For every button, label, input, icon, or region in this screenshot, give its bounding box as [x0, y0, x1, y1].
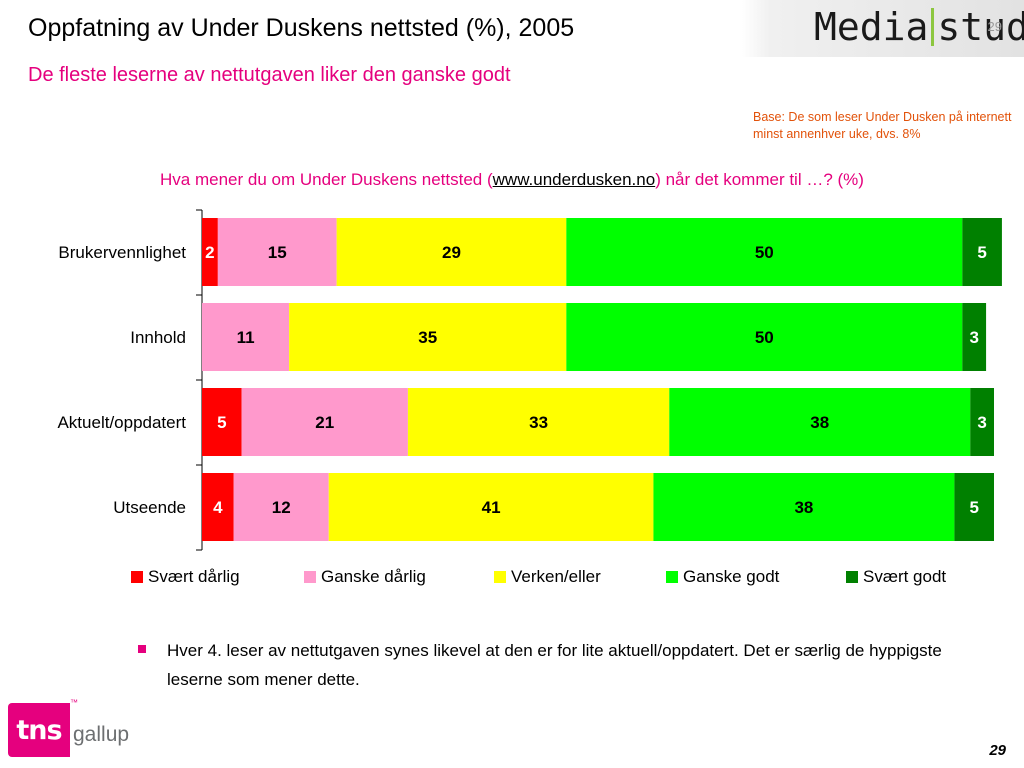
bar-segment	[241, 388, 408, 456]
data-label: 11	[237, 328, 255, 347]
page-subtitle: De fleste leserne av nettutgaven liker d…	[28, 64, 511, 86]
bar-segment	[233, 473, 329, 541]
bar-segment	[970, 388, 994, 456]
bar-segment	[217, 218, 337, 286]
data-label: 15	[268, 243, 287, 262]
legend-label: Svært godt	[863, 567, 947, 586]
legend-label: Svært dårlig	[148, 567, 240, 586]
legend-swatch	[846, 571, 858, 583]
bar-segment	[962, 303, 987, 371]
data-label: 38	[810, 413, 829, 432]
bar-segment	[202, 303, 290, 371]
bullet-text: Hver 4. leser av nettutgaven synes likev…	[167, 641, 942, 689]
legend-swatch	[666, 571, 678, 583]
data-label: 41	[482, 498, 501, 517]
bar-segment	[566, 218, 963, 286]
category-label: Brukervennlighet	[58, 243, 186, 262]
legend-swatch	[494, 571, 506, 583]
mediastud-logo: Media stud 29	[742, 0, 1024, 57]
legend-label: Verken/eller	[511, 567, 601, 586]
data-label: 2	[205, 243, 214, 262]
category-label: Aktuelt/oppdatert	[57, 413, 186, 432]
data-label: 35	[418, 328, 437, 347]
chart-legend: Svært dårlig Ganske dårlig Verken/eller Gan…	[0, 567, 1024, 591]
data-label: 12	[272, 498, 291, 517]
bar-segment	[202, 473, 234, 541]
bar-segment	[954, 473, 994, 541]
data-label: 4	[213, 498, 223, 517]
question-url-link[interactable]: www.underdusken.no	[492, 170, 656, 189]
base-note: Base: De som leser Under Dusken på inter…	[753, 110, 1012, 141]
mediastud-logo-text: Media stud	[814, 5, 1024, 49]
legend-item: Ganske dårlig	[304, 567, 426, 587]
legend-item: Svært godt	[846, 567, 946, 587]
bar-segment	[407, 388, 670, 456]
legend-swatch	[304, 571, 316, 583]
gallup-logo-text: gallup	[73, 723, 130, 746]
bar-segment	[669, 388, 971, 456]
data-label: 5	[217, 413, 226, 432]
bullet-marker	[138, 645, 146, 653]
category-label: Utseende	[113, 498, 186, 517]
data-label: 33	[529, 413, 548, 432]
category-label: Innhold	[130, 328, 186, 347]
bullet-point: Hver 4. leser av nettutgaven synes likev…	[138, 636, 998, 694]
data-label: 3	[969, 328, 978, 347]
logo-corner-number: 29	[987, 19, 1002, 34]
question-prefix: Hva mener du om Under Duskens nettsted (	[160, 170, 493, 189]
data-label: 50	[755, 328, 774, 347]
page-number: 29	[989, 742, 1006, 759]
data-label: 5	[969, 498, 978, 517]
tns-trademark: ™	[70, 698, 78, 707]
bar-segment	[336, 218, 567, 286]
legend-label: Ganske dårlig	[321, 567, 426, 586]
data-label: 38	[794, 498, 813, 517]
bar-segment	[328, 473, 654, 541]
bar-segment	[653, 473, 955, 541]
legend-item: Svært dårlig	[131, 567, 240, 587]
page-title: Oppfatning av Under Duskens nettsted (%)…	[28, 14, 575, 42]
bar-segment	[566, 303, 963, 371]
legend-swatch	[131, 571, 143, 583]
data-label: 21	[315, 413, 334, 432]
chart-question: Hva mener du om Under Duskens nettsted (…	[0, 170, 1024, 190]
data-label: 5	[977, 243, 986, 262]
legend-label: Ganske godt	[683, 567, 780, 586]
bar-segment	[289, 303, 567, 371]
data-label: 50	[755, 243, 774, 262]
logo-separator	[931, 8, 935, 46]
legend-item: Ganske godt	[666, 567, 779, 587]
data-label: 3	[977, 413, 986, 432]
bar-segment	[202, 218, 218, 286]
legend-item: Verken/eller	[494, 567, 601, 587]
data-label: 29	[442, 243, 461, 262]
logo-right-text: stud	[937, 5, 1024, 49]
bar-segment	[962, 218, 1002, 286]
tns-logo: tns	[8, 703, 70, 757]
bar-segment	[202, 388, 242, 456]
question-suffix: ) når det kommer til …? (%)	[655, 170, 864, 189]
logo-left-text: Media	[814, 5, 929, 49]
